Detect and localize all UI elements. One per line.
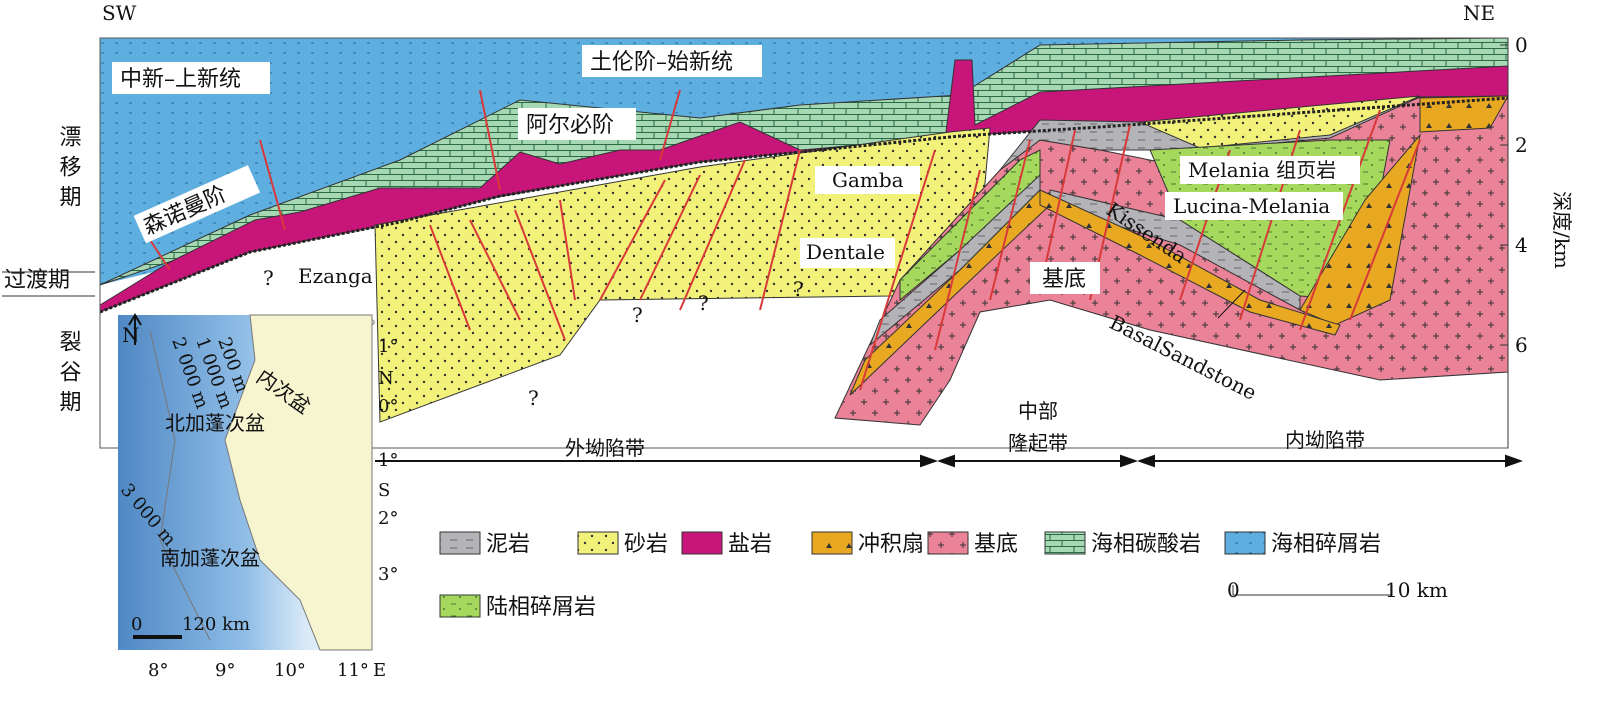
legend-swatch <box>927 531 969 555</box>
map-boundary <box>149 329 211 641</box>
legend-label: 基底 <box>974 532 1018 557</box>
label-box <box>800 238 895 268</box>
map-basin: 南加蓬次盆 <box>160 546 260 570</box>
map-land <box>224 314 373 651</box>
sw-label: SW <box>102 1 137 25</box>
map-longitude: E <box>373 660 386 681</box>
map-latitude: 1° <box>378 450 398 471</box>
zone-label: 隆起带 <box>1008 431 1068 455</box>
period-rift: 裂谷期 <box>56 330 82 420</box>
alluvial-fan-east <box>1299 133 1421 326</box>
depth-tick-label: 0 <box>1515 33 1528 57</box>
depth-tick-label: 4 <box>1515 233 1528 257</box>
legend-swatch <box>1044 531 1086 555</box>
legend-label: 冲积扇 <box>858 532 924 557</box>
formation-label: Dentale <box>806 240 885 264</box>
zone-label: 中部 <box>1018 399 1058 423</box>
depth-axis-label: 深度/km <box>1550 191 1574 269</box>
legend-swatch <box>577 531 619 555</box>
legend-label: 泥岩 <box>486 532 530 557</box>
question-mark: ? <box>632 303 643 327</box>
label-box <box>1165 192 1343 220</box>
north-arrow <box>128 313 142 345</box>
scale-label: 10 km <box>1385 578 1448 602</box>
map-north: N <box>122 323 140 347</box>
label-box <box>815 166 920 194</box>
pointer <box>1217 289 1246 319</box>
map-scale-label: 120 km <box>182 614 250 635</box>
zone-arrows <box>375 454 1523 468</box>
map-longitude: 10° <box>274 660 306 681</box>
depth-tick-label: 6 <box>1515 333 1528 357</box>
kissenda-fan <box>1039 189 1341 336</box>
cross-section <box>99 37 1509 449</box>
legend-swatch <box>439 594 481 618</box>
formation-label: 基底 <box>1042 267 1086 292</box>
depth-tick-label: 2 <box>1515 133 1528 157</box>
legend-swatch <box>681 531 723 555</box>
formation-label: Melania 组页岩 <box>1188 158 1336 182</box>
scale-label: 0 <box>1227 578 1240 602</box>
label-box <box>1180 156 1360 184</box>
legend-label: 海相碎屑岩 <box>1271 532 1381 557</box>
depth-axis: 深度/km 0 2 4 6 <box>1500 33 1574 448</box>
map-latitude: 2° <box>378 508 398 529</box>
formation-label: 阿尔必阶 <box>526 113 614 138</box>
legend-label: 盐岩 <box>728 532 772 557</box>
label-box <box>112 62 270 94</box>
formation-label: Ezanga <box>298 264 373 288</box>
alluvial-fan-inner <box>1419 95 1509 133</box>
zone-label: 外坳陷带 <box>565 436 645 460</box>
period-drift: 漂移期 <box>56 125 82 215</box>
legend-label: 海相碳酸岩 <box>1091 532 1201 557</box>
map-longitude: 9° <box>215 660 235 681</box>
question-mark: ? <box>698 291 709 315</box>
formation-label: Lucina-Melania <box>1173 194 1330 218</box>
map-latitude: S <box>378 480 390 501</box>
scale-bar <box>1232 585 1393 596</box>
label-box <box>582 45 762 77</box>
zone-label: 内坳陷带 <box>1285 428 1365 452</box>
formation-label: 土伦阶–始新统 <box>590 50 733 75</box>
question-mark: ? <box>793 277 804 301</box>
question-mark: ? <box>263 266 274 290</box>
map-latitude: 0° <box>378 396 398 417</box>
ne-label: NE <box>1463 1 1495 25</box>
transition-bracket <box>2 271 95 297</box>
map-latitude: 3° <box>378 564 398 585</box>
map-latitude: 1° <box>378 336 398 357</box>
legend-swatch <box>811 531 853 555</box>
label-box <box>518 108 636 140</box>
formation-label: 中新–上新统 <box>120 67 241 92</box>
map-longitude: 8° <box>148 660 168 681</box>
inset-map: N 200 m 1 000 m 2 000 m 3 000 m 内次盆 北加蓬次… <box>116 313 398 681</box>
map-scale-label: 0 <box>131 614 142 635</box>
label-box <box>1030 262 1100 294</box>
legend-label: 陆相碎屑岩 <box>486 595 596 620</box>
formation-label: Gamba <box>832 168 904 192</box>
legend-label: 砂岩 <box>624 532 668 557</box>
legend-swatch <box>439 531 481 555</box>
label-box <box>133 165 261 244</box>
map-latitude: N <box>378 368 394 389</box>
map-longitude: 11° <box>337 660 369 681</box>
legend-swatch <box>1224 531 1266 555</box>
unconformity <box>99 96 1509 314</box>
question-mark: ? <box>528 386 539 410</box>
map-basin: 北加蓬次盆 <box>165 411 265 435</box>
